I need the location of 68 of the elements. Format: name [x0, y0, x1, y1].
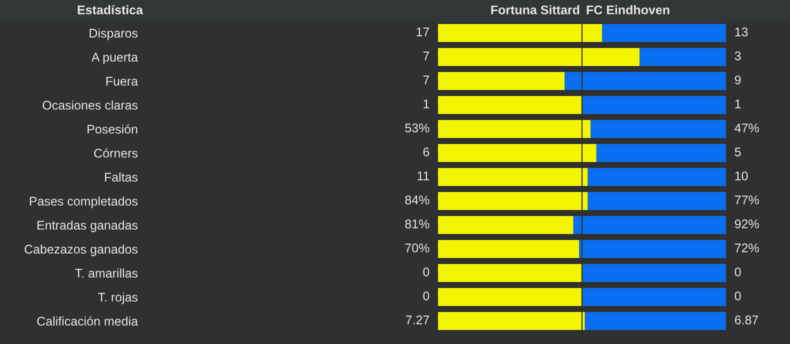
bar — [438, 288, 582, 306]
bar — [582, 264, 726, 282]
text: 7 — [423, 52, 430, 60]
text: 5 — [734, 148, 741, 156]
text: 6.87 — [734, 316, 758, 324]
text: 1 — [424, 100, 430, 108]
y-tick-label: Entradas ganadas — [38, 220, 138, 232]
text: 7.27 — [406, 316, 430, 324]
y-tick-label: A puerta — [91, 52, 138, 64]
bar — [602, 24, 726, 42]
bar — [438, 168, 588, 186]
bar — [438, 48, 640, 66]
series-label: FC Eindhoven — [586, 5, 670, 14]
text: 81% — [405, 220, 430, 228]
y-tick-label: Ocasiones claras — [42, 100, 138, 110]
text: 17 — [416, 28, 430, 36]
text: 72% — [734, 244, 759, 252]
text: 47% — [734, 124, 759, 132]
y-tick-label: Pases completados — [30, 196, 138, 208]
bar — [438, 96, 582, 114]
bar — [438, 216, 574, 234]
text: 0 — [734, 292, 741, 300]
y-axis-title: Estadística — [78, 5, 144, 14]
y-tick-label: Disparos — [90, 28, 138, 40]
bar — [590, 120, 726, 138]
bar — [596, 144, 726, 162]
text: 9 — [734, 76, 741, 84]
text: 92% — [734, 220, 759, 228]
text: 84% — [405, 196, 430, 204]
y-tick-label: Fuera — [106, 76, 138, 86]
text: 0 — [423, 292, 430, 300]
y-tick-label: T. amarillas — [75, 268, 138, 278]
bar — [584, 312, 726, 330]
text: 1 — [735, 100, 741, 108]
bar — [438, 120, 591, 138]
bar — [588, 192, 726, 210]
bar — [438, 312, 585, 330]
y-tick-label: Faltas — [104, 172, 138, 182]
bar — [438, 240, 580, 258]
text: 10 — [735, 172, 748, 180]
y-tick-label: Córners — [94, 148, 138, 158]
bar — [588, 168, 726, 186]
bar — [582, 288, 726, 306]
y-tick-label: Calificación media — [37, 316, 138, 326]
bar — [573, 216, 726, 234]
text: 7 — [423, 76, 430, 84]
text: 77% — [734, 196, 759, 204]
text: 53% — [405, 124, 430, 132]
bar — [564, 72, 726, 90]
bar — [640, 48, 726, 66]
text: 11 — [418, 172, 430, 180]
bar — [438, 72, 565, 90]
text: 3 — [734, 52, 741, 60]
y-tick-label: Cabezazos ganados — [24, 244, 138, 256]
bar — [579, 240, 726, 258]
bar — [438, 144, 596, 162]
bar — [438, 264, 582, 282]
text: 6 — [423, 148, 430, 156]
series-label: Fortuna Sittard — [491, 5, 580, 14]
bar — [438, 192, 588, 210]
text: 13 — [735, 28, 748, 36]
y-tick-label: T. rojas — [98, 292, 138, 304]
text: 70% — [405, 244, 430, 252]
bar — [582, 96, 726, 114]
text: 0 — [423, 268, 430, 276]
text: 0 — [734, 268, 741, 276]
y-tick-label: Posesión — [88, 124, 138, 134]
bar — [438, 24, 602, 42]
